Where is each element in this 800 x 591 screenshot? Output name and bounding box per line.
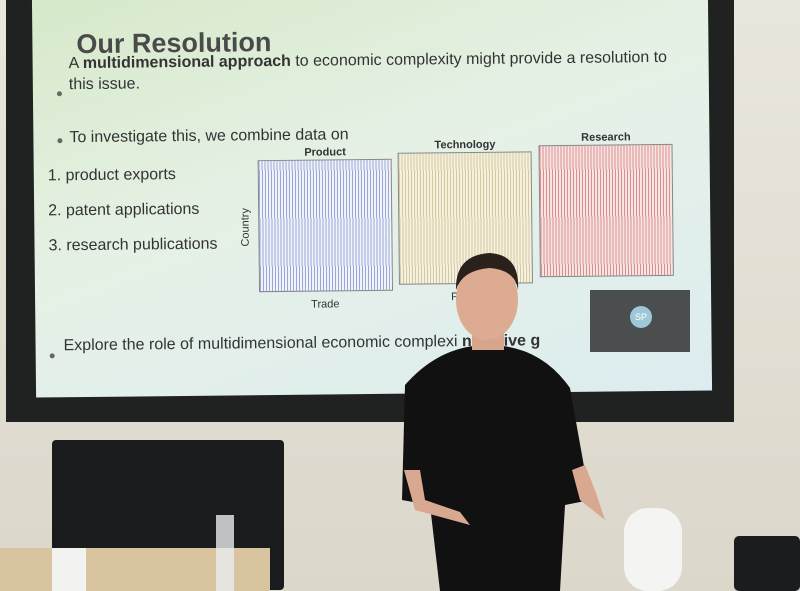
- person-shirt: [402, 345, 590, 591]
- avatar: SP: [630, 306, 652, 328]
- person-hand: [404, 470, 470, 525]
- cup: [52, 548, 86, 591]
- conference-camera: [624, 508, 682, 591]
- person-hair: [455, 253, 519, 290]
- person-head: [456, 260, 518, 340]
- case: [734, 536, 800, 591]
- spray-bottle: [216, 515, 234, 591]
- person-hand: [572, 465, 605, 520]
